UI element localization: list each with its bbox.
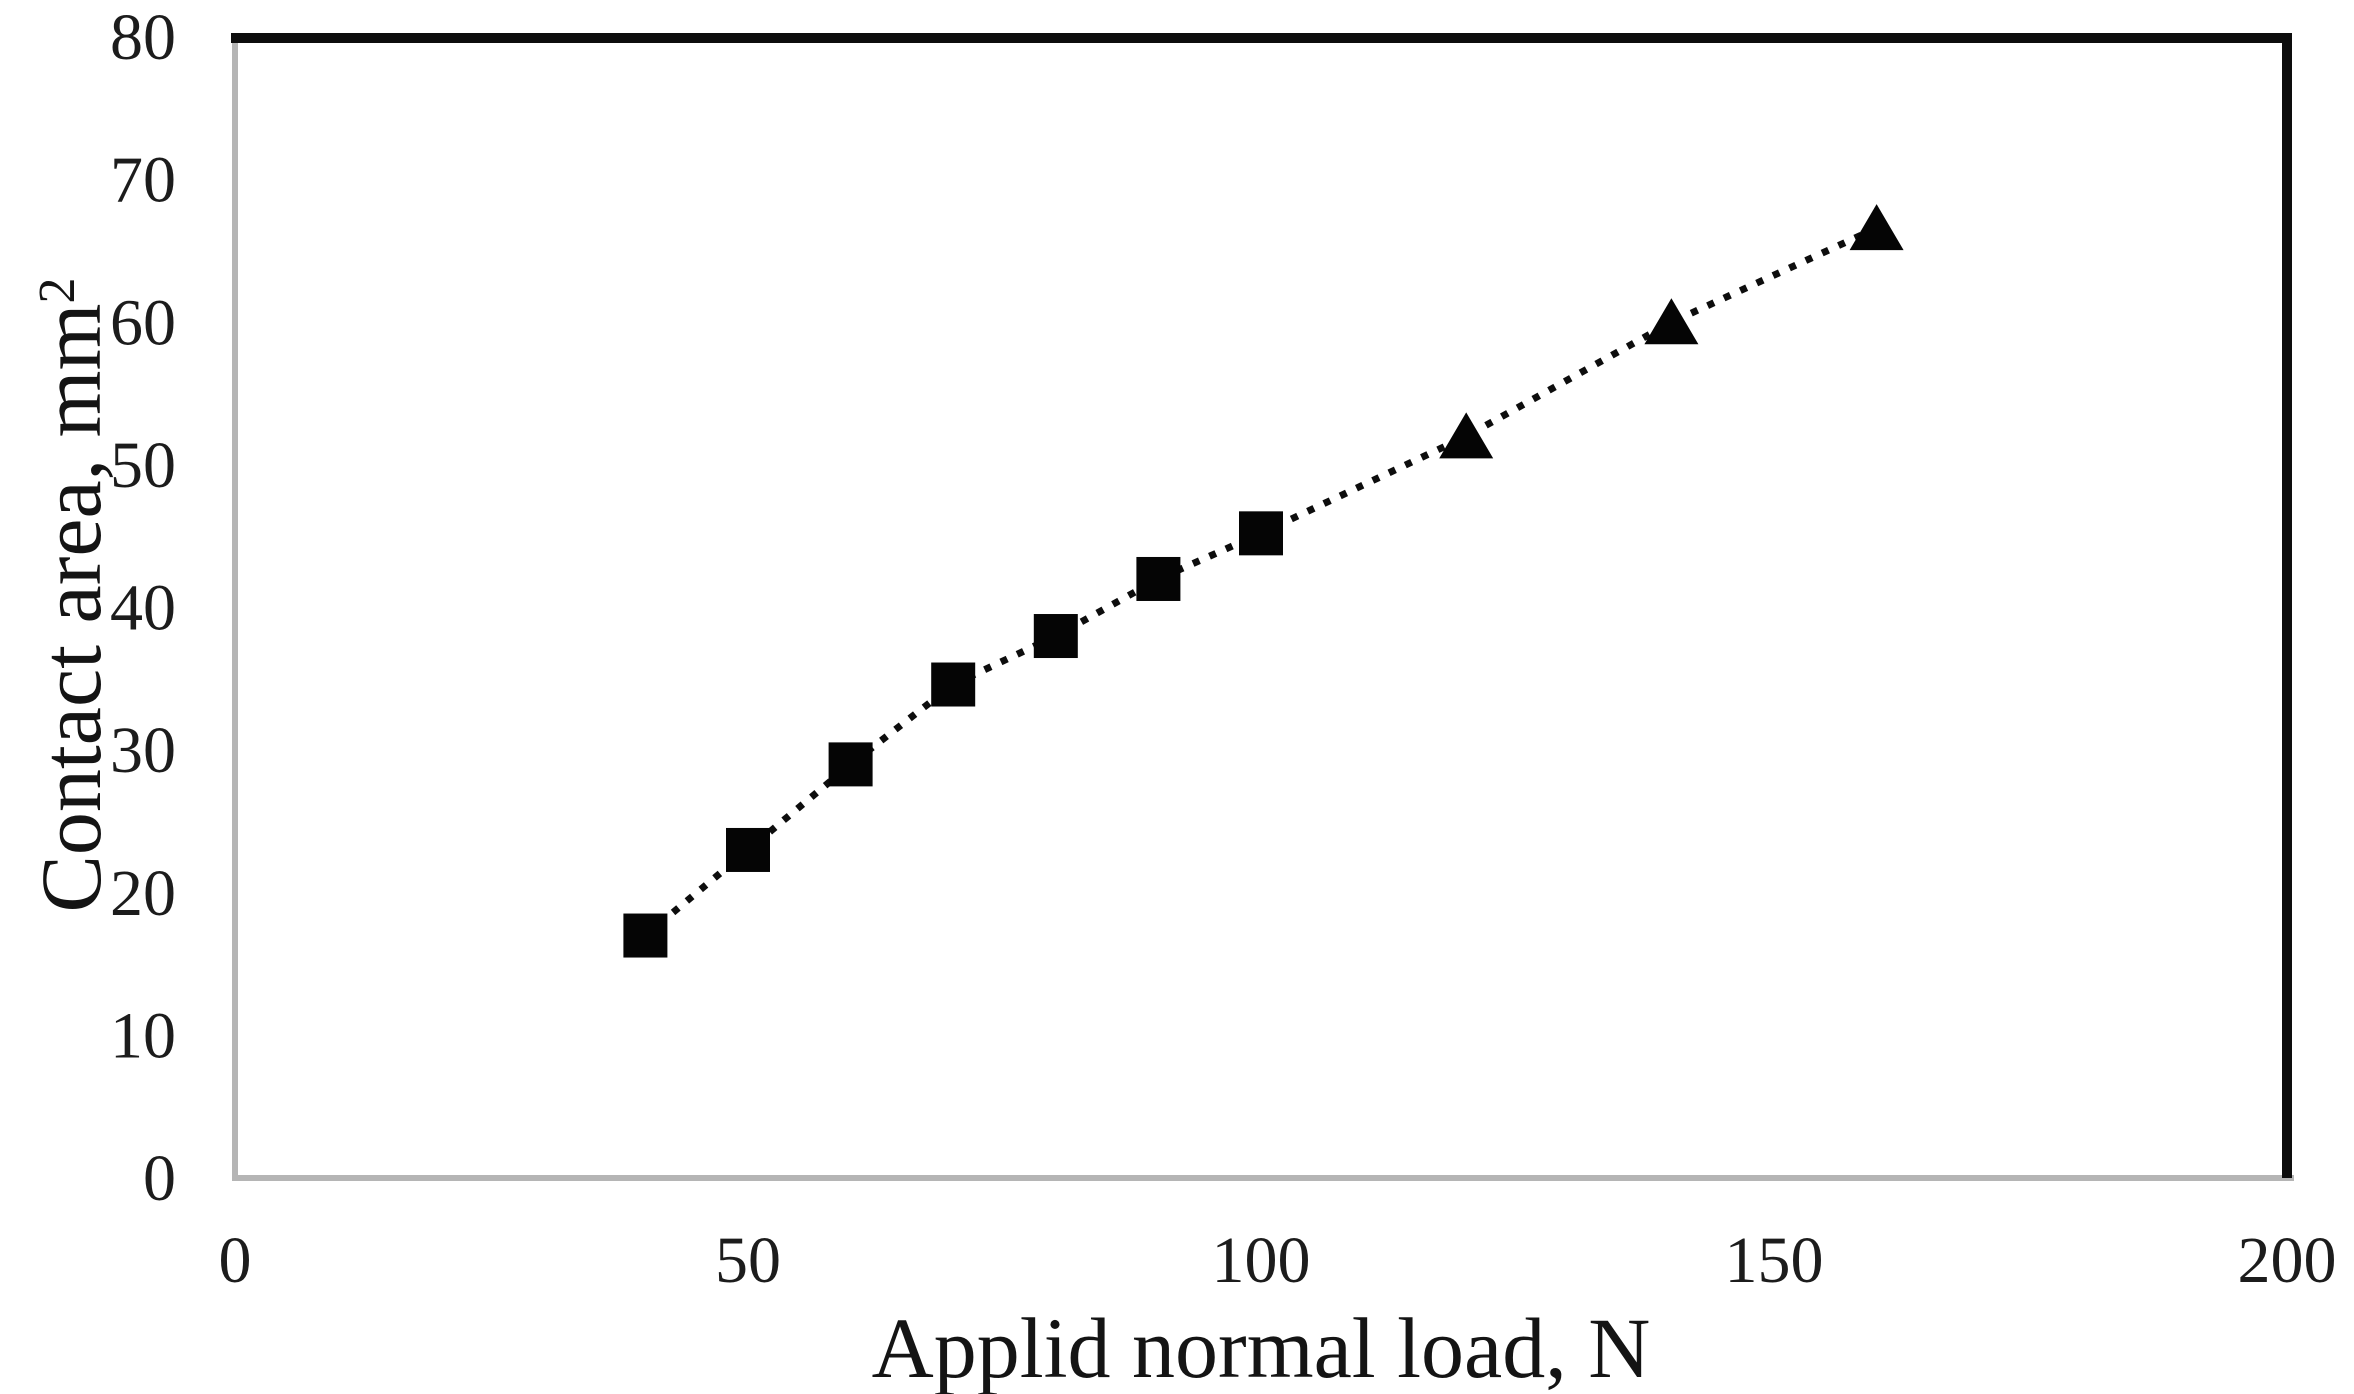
marker-triangle — [1849, 204, 1904, 251]
marker-square — [623, 913, 668, 958]
y-tick-label: 30 — [110, 714, 176, 787]
marker-square — [726, 827, 770, 872]
y-tick-label: 80 — [110, 1, 176, 74]
marker-square — [1136, 556, 1181, 601]
plot-layer: 0 10 20 30 40 50 60 70 80 0 50 100 150 200 — [110, 1, 2337, 1297]
y-tick-label: 70 — [110, 144, 176, 217]
marker-square — [828, 742, 873, 787]
x-axis-title: Applid normal load, N — [872, 1300, 1651, 1394]
y-tick-label: 10 — [110, 999, 176, 1072]
x-tick-label: 150 — [1725, 1224, 1824, 1297]
y-tick-label: 40 — [110, 572, 176, 645]
x-tick-label: 50 — [715, 1224, 781, 1297]
y-axis-title-text: Contact area, mm — [23, 304, 119, 913]
y-tick-label: 20 — [110, 857, 176, 930]
plot-border-dark — [231, 33, 2292, 1178]
x-tick-label: 200 — [2238, 1224, 2337, 1297]
marker-square — [931, 662, 976, 707]
x-tick-label: 0 — [219, 1224, 252, 1297]
y-axis-title: Contact area, mm2 — [23, 278, 119, 913]
marker-square — [1033, 614, 1078, 659]
y-tick-label: 0 — [143, 1142, 176, 1215]
marker-square — [1239, 511, 1283, 556]
marker-triangle — [1439, 412, 1494, 459]
y-tick-label: 60 — [110, 286, 176, 359]
x-tick-label: 100 — [1212, 1224, 1311, 1297]
y-axis-title-superscript: 2 — [29, 278, 86, 304]
marker-triangle — [1644, 298, 1699, 345]
series-dotted-line — [643, 224, 1879, 939]
axis-lines-gray — [232, 37, 2294, 1181]
y-tick-label: 50 — [110, 429, 176, 502]
